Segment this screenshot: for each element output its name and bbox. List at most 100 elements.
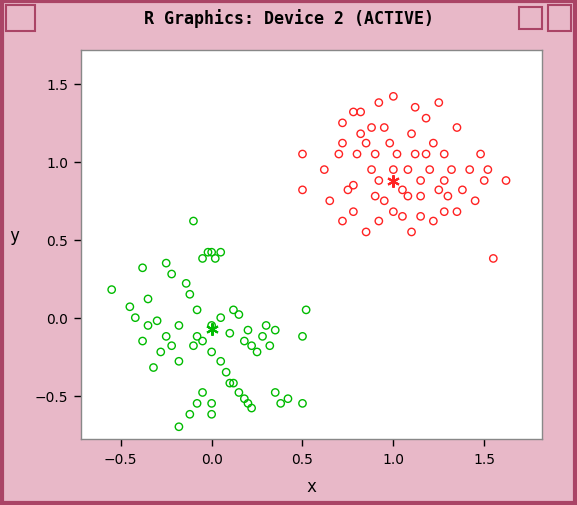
- Point: [152, 317, 162, 325]
- Point: [338, 140, 347, 148]
- Point: [239, 337, 249, 345]
- Point: [465, 166, 474, 174]
- Point: [452, 124, 462, 132]
- Point: [156, 348, 166, 357]
- Point: [416, 193, 425, 201]
- Point: [167, 271, 176, 279]
- Point: [374, 177, 384, 185]
- Point: [258, 333, 267, 341]
- Point: [416, 213, 425, 221]
- Point: [353, 150, 362, 159]
- Point: [325, 197, 334, 206]
- Point: [361, 140, 370, 148]
- FancyBboxPatch shape: [548, 6, 571, 32]
- Point: [338, 218, 347, 226]
- Point: [421, 150, 430, 159]
- Point: [429, 218, 438, 226]
- Point: [185, 411, 194, 419]
- Point: [207, 248, 216, 257]
- Point: [225, 330, 234, 338]
- Point: [125, 303, 134, 311]
- Point: [174, 358, 183, 366]
- Point: [389, 166, 398, 174]
- Point: [440, 177, 449, 185]
- Point: [458, 186, 467, 194]
- Point: [243, 399, 253, 408]
- Point: [349, 208, 358, 216]
- Point: [198, 255, 207, 263]
- Point: [476, 150, 485, 159]
- Point: [203, 248, 212, 257]
- Point: [207, 322, 216, 330]
- Point: [207, 411, 216, 419]
- Point: [207, 399, 216, 408]
- FancyBboxPatch shape: [519, 8, 542, 30]
- Point: [447, 166, 456, 174]
- Point: [374, 218, 384, 226]
- Point: [144, 295, 153, 304]
- Point: [189, 218, 198, 226]
- Point: [182, 280, 191, 288]
- Point: [392, 150, 402, 159]
- Point: [403, 193, 413, 201]
- Point: [216, 358, 226, 366]
- Point: [338, 120, 347, 128]
- Point: [398, 186, 407, 194]
- Point: [149, 364, 158, 372]
- Point: [193, 399, 202, 408]
- Point: [407, 228, 416, 236]
- Point: [443, 193, 452, 201]
- Point: [253, 348, 262, 357]
- Point: [411, 104, 420, 112]
- Point: [298, 186, 307, 194]
- Point: [389, 93, 398, 101]
- Point: [479, 177, 489, 185]
- Point: [349, 109, 358, 117]
- Point: [216, 314, 226, 322]
- Point: [276, 399, 285, 408]
- Point: [370, 150, 380, 159]
- Point: [162, 333, 171, 341]
- Point: [389, 208, 398, 216]
- Point: [167, 342, 176, 350]
- Point: [434, 186, 443, 194]
- Point: [144, 322, 153, 330]
- Point: [174, 423, 183, 431]
- Point: [398, 213, 407, 221]
- Point: [298, 150, 307, 159]
- Point: [385, 140, 394, 148]
- Point: [271, 389, 280, 397]
- Point: [421, 115, 430, 123]
- Point: [320, 166, 329, 174]
- Point: [234, 311, 243, 319]
- Point: [416, 177, 425, 185]
- Point: [489, 255, 498, 263]
- Point: [429, 140, 438, 148]
- Point: [334, 150, 343, 159]
- FancyBboxPatch shape: [6, 6, 35, 32]
- Point: [361, 228, 370, 236]
- Point: [370, 193, 380, 201]
- Point: [130, 314, 140, 322]
- Point: [198, 337, 207, 345]
- Point: [411, 150, 420, 159]
- Point: [222, 369, 231, 377]
- Point: [198, 389, 207, 397]
- Point: [243, 326, 253, 334]
- Point: [380, 197, 389, 206]
- Point: [343, 186, 353, 194]
- Point: [207, 348, 216, 357]
- Point: [229, 306, 238, 314]
- Point: [138, 264, 147, 272]
- Point: [501, 177, 511, 185]
- Point: [298, 399, 307, 408]
- Point: [162, 260, 171, 268]
- Point: [440, 150, 449, 159]
- Point: [356, 109, 365, 117]
- Point: [440, 208, 449, 216]
- Point: [247, 404, 256, 412]
- Point: [452, 208, 462, 216]
- Point: [265, 342, 275, 350]
- Point: [107, 286, 117, 294]
- Point: [374, 99, 384, 108]
